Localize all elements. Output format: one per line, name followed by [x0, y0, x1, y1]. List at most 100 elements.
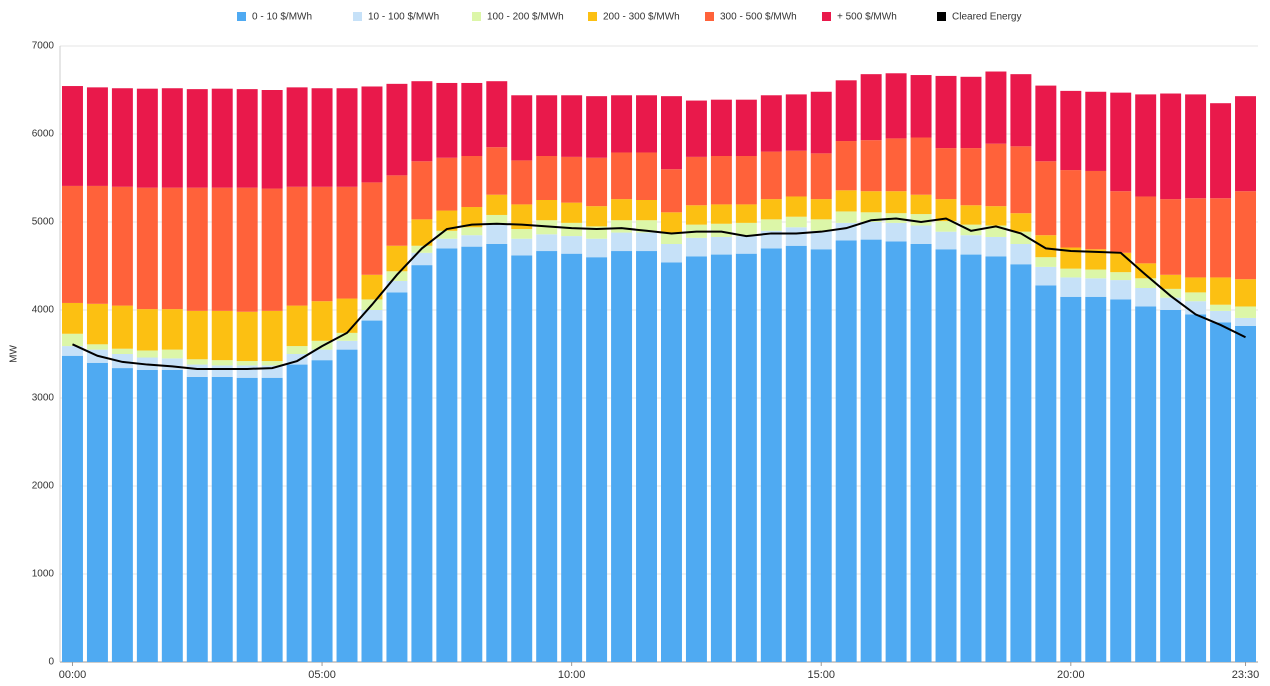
bar-segment: [760, 95, 782, 152]
bar-segment: [611, 95, 633, 153]
bar-segment: [960, 235, 982, 255]
bar-segment: [910, 225, 932, 244]
bar-segment: [860, 239, 882, 662]
bar-segment: [561, 202, 583, 223]
legend-label: 10 - 100 $/MWh: [368, 12, 439, 23]
bar-segment: [286, 186, 308, 306]
bar-segment: [1110, 92, 1132, 192]
bar-segment: [860, 212, 882, 222]
bar-segment: [136, 369, 158, 662]
bar-segment: [436, 248, 458, 662]
bar-segment: [636, 152, 658, 200]
bar-segment: [611, 232, 633, 252]
x-tick-label: 23:30: [1232, 669, 1260, 681]
bar-segment: [211, 360, 233, 366]
bar-segment: [1085, 269, 1107, 279]
bar-segment: [735, 236, 757, 254]
bar-segment: [735, 156, 757, 205]
bar-segment: [935, 75, 957, 149]
bar-segment: [810, 219, 832, 231]
bar-segment: [710, 236, 732, 255]
bar-segment: [561, 222, 583, 237]
bar-segment: [436, 82, 458, 158]
bar-segment: [1135, 288, 1157, 307]
bar-segment: [486, 214, 508, 224]
bar-segment: [1110, 191, 1132, 253]
bar-segment: [1160, 310, 1182, 662]
y-tick-label: 5000: [32, 217, 55, 228]
bar-segment: [710, 254, 732, 662]
bar-segment: [660, 212, 682, 233]
bar-segment: [860, 222, 882, 240]
bar-segment: [111, 368, 133, 662]
bar-segment: [186, 187, 208, 311]
bar-segment: [1185, 198, 1207, 278]
bar-segment: [511, 160, 533, 205]
bar-segment: [261, 377, 283, 662]
bar-segment: [161, 349, 183, 359]
bar-segment: [935, 148, 957, 200]
bar-segment: [785, 227, 807, 246]
bar-segment: [261, 361, 283, 366]
bar-segment: [985, 236, 1007, 257]
bar-segment: [261, 90, 283, 189]
bar-segment: [511, 238, 533, 256]
bar-segment: [1010, 213, 1032, 232]
bar-segment: [1235, 96, 1257, 192]
bar-segment: [61, 346, 83, 356]
bar-segment: [536, 200, 558, 221]
bar-segment: [361, 310, 383, 321]
bar-segment: [1135, 94, 1157, 197]
bar-segment: [86, 87, 108, 186]
bar-segment: [386, 175, 408, 246]
bar-segment: [586, 257, 608, 662]
bar-segment: [660, 244, 682, 263]
bar-segment: [336, 332, 358, 341]
bar-segment: [935, 249, 957, 662]
bar-segment: [186, 376, 208, 662]
bar-segment: [486, 194, 508, 215]
bar-segment: [1235, 279, 1257, 307]
bar-segment: [1085, 296, 1107, 662]
bar-segment: [660, 169, 682, 213]
bar-segment: [386, 292, 408, 662]
bar-segment: [835, 80, 857, 142]
bar-segment: [311, 301, 333, 341]
bar-segment: [211, 376, 233, 662]
bar-segment: [386, 280, 408, 293]
bar-segment: [1210, 304, 1232, 311]
bar-segment: [311, 88, 333, 187]
bar-segment: [186, 364, 208, 377]
bar-segment: [411, 252, 433, 266]
bar-segment: [810, 199, 832, 220]
bar-segment: [161, 358, 183, 370]
bar-segment: [710, 156, 732, 205]
bar-segment: [611, 220, 633, 233]
bar-segment: [1035, 161, 1057, 236]
bar-segment: [1160, 93, 1182, 200]
bar-segment: [710, 223, 732, 237]
bar-segment: [261, 310, 283, 362]
bar-segment: [336, 349, 358, 662]
bar-segment: [486, 81, 508, 148]
bar-segment: [636, 200, 658, 221]
bar-segment: [1210, 322, 1232, 662]
bar-segment: [910, 194, 932, 215]
bar-segment: [710, 99, 732, 156]
bar-segment: [411, 265, 433, 662]
bar-segment: [536, 156, 558, 200]
bar-segment: [61, 302, 83, 334]
x-tick-label: 20:00: [1057, 669, 1085, 681]
bar-segment: [511, 229, 533, 239]
bar-segment: [336, 340, 358, 350]
bar-segment: [111, 305, 133, 349]
bar-segment: [1035, 257, 1057, 267]
bar-segment: [486, 223, 508, 244]
bar-segment: [1160, 199, 1182, 275]
bar-segment: [211, 187, 233, 311]
bar-segment: [436, 210, 458, 231]
bar-segment: [311, 349, 333, 361]
bar-segment: [685, 156, 707, 206]
bar-segment: [910, 75, 932, 138]
bar-segment: [186, 310, 208, 360]
